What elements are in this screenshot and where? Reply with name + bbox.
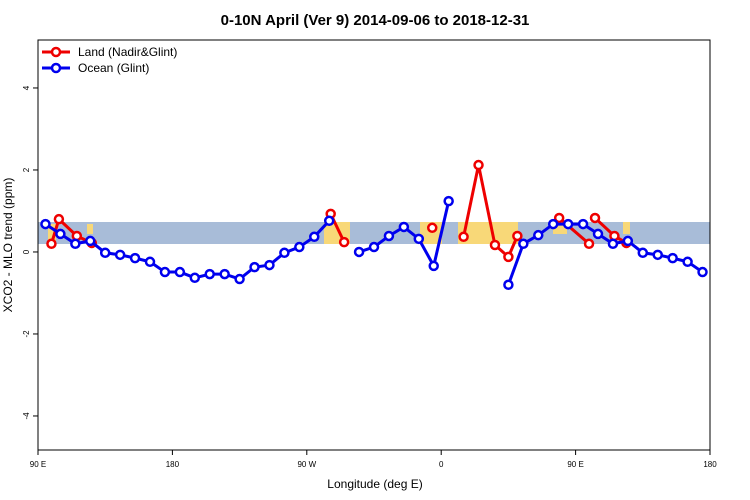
data-point bbox=[159, 266, 171, 278]
data-point bbox=[114, 249, 126, 261]
data-point bbox=[426, 222, 438, 234]
data-point bbox=[249, 261, 260, 273]
y-tick-label: 2 bbox=[22, 167, 31, 172]
data-point bbox=[443, 195, 454, 207]
legend-label: Land (Nadir&Glint) bbox=[78, 45, 177, 59]
data-point bbox=[189, 272, 201, 284]
chart-title: 0-10N April (Ver 9) 2014-09-06 to 2018-1… bbox=[221, 12, 530, 29]
data-point bbox=[489, 239, 501, 251]
data-point bbox=[637, 247, 649, 259]
data-point bbox=[652, 249, 663, 261]
data-point bbox=[697, 266, 708, 278]
data-point bbox=[264, 259, 275, 271]
data-point bbox=[533, 229, 544, 241]
plot bbox=[40, 159, 708, 291]
x-tick-label: 90 W bbox=[297, 460, 316, 469]
data-point bbox=[413, 233, 425, 245]
data-point bbox=[547, 218, 559, 230]
data-point bbox=[553, 212, 565, 224]
data-point bbox=[682, 256, 693, 268]
x-tick-label: 180 bbox=[166, 460, 180, 469]
data-point bbox=[46, 238, 57, 250]
data-point bbox=[53, 213, 65, 225]
data-point bbox=[353, 246, 365, 258]
data-point bbox=[473, 159, 484, 171]
x-tick-label: 90 E bbox=[30, 460, 46, 469]
y-tick-label: 4 bbox=[22, 85, 31, 90]
land-patch bbox=[623, 222, 630, 234]
data-point bbox=[338, 236, 350, 248]
x-tick-label: 0 bbox=[439, 460, 444, 469]
data-point bbox=[562, 218, 574, 230]
data-point bbox=[458, 231, 469, 243]
data-point bbox=[577, 218, 589, 230]
data-point bbox=[70, 238, 81, 250]
legend-marker bbox=[50, 46, 62, 58]
data-point bbox=[279, 247, 290, 259]
data-point bbox=[99, 247, 111, 259]
data-point bbox=[503, 251, 514, 263]
data-point bbox=[518, 238, 529, 250]
y-tick-label: 0 bbox=[22, 249, 31, 254]
legend-marker bbox=[50, 62, 62, 74]
data-point bbox=[129, 252, 141, 264]
data-point bbox=[85, 235, 96, 247]
data-point bbox=[323, 215, 335, 227]
data-point bbox=[234, 273, 245, 285]
y-tick-label: -2 bbox=[22, 330, 31, 338]
data-point bbox=[204, 268, 215, 280]
data-point bbox=[583, 238, 595, 250]
data-point bbox=[368, 241, 380, 253]
land-patch bbox=[48, 224, 56, 242]
data-point bbox=[592, 228, 604, 240]
data-point bbox=[667, 252, 678, 264]
data-point bbox=[174, 266, 186, 278]
data-point bbox=[383, 230, 395, 242]
data-point bbox=[428, 260, 439, 272]
data-point bbox=[503, 279, 514, 291]
land-patch bbox=[87, 224, 93, 234]
plot-frame bbox=[37, 39, 711, 451]
y-tick-label: -4 bbox=[22, 412, 31, 420]
data-point bbox=[294, 241, 305, 253]
data-point bbox=[622, 235, 634, 247]
data-point bbox=[144, 256, 156, 268]
data-point bbox=[309, 231, 320, 243]
data-point bbox=[40, 218, 51, 230]
data-point bbox=[607, 238, 619, 250]
data-point bbox=[589, 212, 601, 224]
x-tick-label: 180 bbox=[703, 460, 717, 469]
data-point bbox=[398, 221, 410, 233]
land-patch bbox=[458, 222, 518, 244]
data-point bbox=[512, 230, 523, 242]
y-axis-label: XCO2 - MLO trend (ppm) bbox=[1, 178, 15, 313]
x-axis-label: Longitude (deg E) bbox=[327, 477, 422, 491]
legend-label: Ocean (Glint) bbox=[78, 61, 149, 75]
data-point bbox=[219, 268, 230, 280]
data-point bbox=[55, 228, 66, 240]
legend: Land (Nadir&Glint) Ocean (Glint) bbox=[42, 45, 177, 75]
x-tick-label: 90 E bbox=[567, 460, 583, 469]
